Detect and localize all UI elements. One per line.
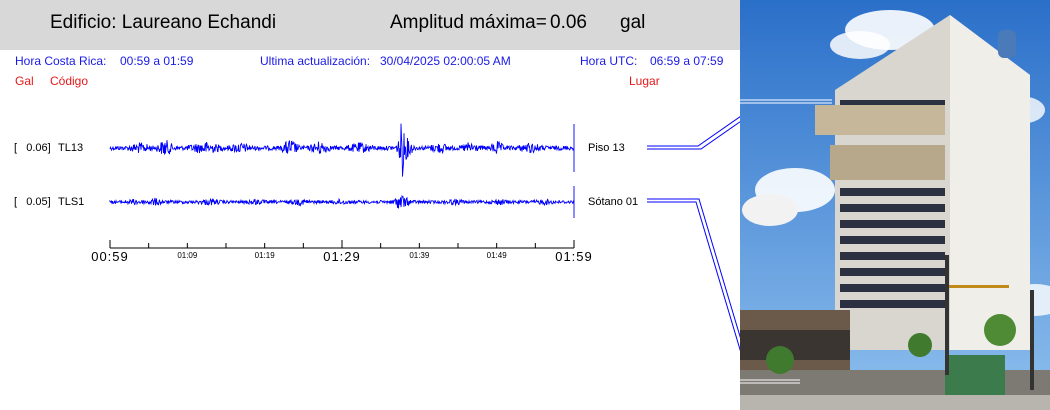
channel-2-place: Sótano 01 [588,196,639,208]
column-code: Código [50,74,89,88]
utc-time-range: 06:59 a 07:59 [650,54,724,68]
channel-1-code: TL13 [58,142,84,154]
channel-2-trace [109,186,575,218]
connector-piso-13 [647,121,740,150]
update-label: Ultima actualización: [260,54,371,68]
connector-lines [647,116,740,352]
connector-sotano-01 [647,198,740,339]
time-tick-label: 00:59 [91,249,129,264]
time-tick-label: 01:29 [323,249,361,264]
channel-2-code: TLS1 [58,196,85,208]
channel-1-place: Piso 13 [588,142,625,154]
channel-1-gal: [ 0.06] [14,142,51,154]
amplitude-unit: gal [620,12,646,33]
update-value: 30/04/2025 02:00:05 AM [380,54,511,68]
time-tick-label: 01:49 [486,251,507,260]
time-axis [109,240,575,249]
connector-piso-13 [647,116,740,147]
time-tick-label: 01:39 [409,251,430,260]
building-photo [740,0,1050,410]
amplitude-label: Amplitud máxima= [390,12,547,33]
column-gal: Gal [15,74,34,88]
channel-2-gal: [ 0.05] [14,196,51,208]
column-place: Lugar [629,74,660,88]
connector-sotano-01 [647,201,740,352]
header-bar: Edificio: Laureano Echandi Amplitud máxi… [0,0,740,50]
time-tick-label: 01:59 [555,249,593,264]
local-time-range: 00:59 a 01:59 [120,54,194,68]
time-tick-label: 01:19 [254,251,275,260]
seismogram-plot [109,116,740,352]
amplitude-value: 0.06 [550,12,587,33]
utc-time-label: Hora UTC: [580,54,638,68]
building-title: Edificio: Laureano Echandi [50,12,277,33]
time-tick-label: 01:09 [177,251,198,260]
channel-1-trace [109,123,575,177]
local-time-label: Hora Costa Rica: [15,54,107,68]
traces [109,123,575,218]
